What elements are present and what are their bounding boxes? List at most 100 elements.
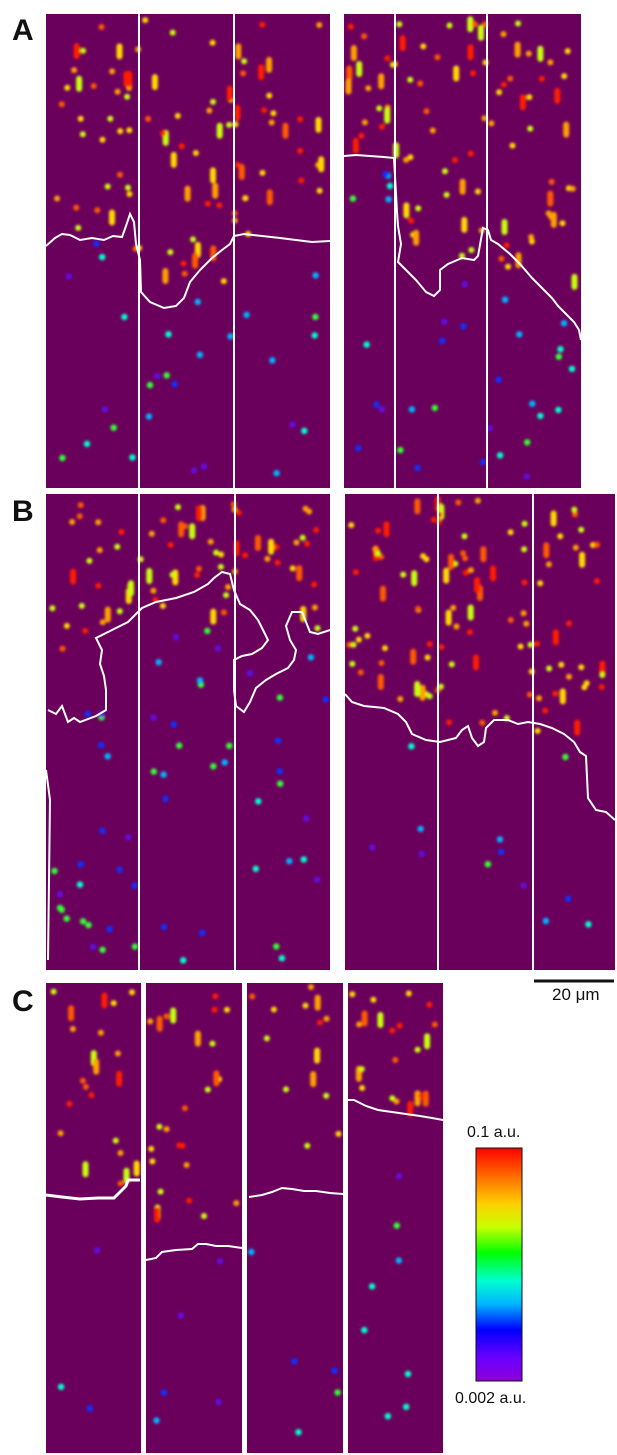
intensity-spot <box>212 182 219 199</box>
intensity-spot <box>167 249 174 256</box>
intensity-spot <box>471 21 478 28</box>
intensity-spot <box>411 570 418 587</box>
intensity-spot <box>557 346 564 353</box>
intensity-spot <box>128 580 134 597</box>
intensity-spot <box>488 120 495 127</box>
intensity-spot <box>301 427 308 434</box>
intensity-spot <box>295 1429 302 1436</box>
intensity-spot <box>106 925 113 933</box>
intensity-spot <box>126 191 133 197</box>
intensity-spot <box>348 522 355 529</box>
intensity-spot <box>424 654 431 661</box>
intensity-spot <box>418 850 425 858</box>
intensity-spot <box>503 242 510 249</box>
intensity-spot <box>99 946 106 953</box>
intensity-spot <box>180 957 187 964</box>
intensity-spot <box>145 413 153 420</box>
intensity-spot <box>57 1130 64 1137</box>
boundary-line <box>145 1243 243 1261</box>
colorbar <box>475 1147 523 1382</box>
intensity-spot <box>594 578 600 585</box>
boundary-line <box>346 1099 444 1121</box>
intensity-spot <box>93 240 100 247</box>
intensity-spot <box>146 568 153 584</box>
intensity-spot <box>418 1093 425 1099</box>
intensity-spot <box>252 865 259 872</box>
intensity-spot <box>116 866 123 873</box>
intensity-spot <box>365 85 372 92</box>
intensity-spot <box>552 690 559 697</box>
intensity-spot <box>559 688 566 705</box>
intensity-spot <box>162 795 169 803</box>
intensity-spot <box>129 989 135 996</box>
intensity-spot <box>397 696 404 702</box>
intensity-spot <box>356 61 363 77</box>
intensity-spot <box>526 94 533 101</box>
intensity-spot <box>186 1197 193 1204</box>
intensity-spot <box>160 1389 168 1396</box>
intensity-spot <box>176 742 183 749</box>
intensity-spot <box>114 543 121 550</box>
intensity-spot <box>346 65 353 82</box>
intensity-spot <box>426 641 433 648</box>
intensity-spot <box>404 1370 412 1378</box>
intensity-spot <box>375 527 382 534</box>
intensity-spot <box>209 1040 216 1047</box>
intensity-spot <box>117 1180 124 1187</box>
intensity-spot <box>382 645 388 652</box>
intensity-spot <box>160 517 167 524</box>
intensity-spot <box>452 157 458 163</box>
intensity-spot <box>500 81 507 88</box>
intensity-spot <box>172 634 180 641</box>
intensity-spot <box>423 556 430 563</box>
intensity-spot <box>403 202 410 219</box>
intensity-spot <box>216 1257 224 1265</box>
intensity-spot <box>414 681 421 697</box>
intensity-spot <box>525 50 532 57</box>
intensity-spot <box>361 1010 368 1027</box>
intensity-spot <box>255 798 262 805</box>
intensity-spot <box>400 571 407 578</box>
intensity-spot <box>559 220 566 227</box>
colorbar-max-label: 0.1 a.u. <box>467 1124 521 1141</box>
intensity-spot <box>392 1057 399 1063</box>
intensity-spot <box>585 921 592 928</box>
intensity-spot <box>307 654 315 661</box>
intensity-spot <box>85 921 92 929</box>
intensity-spot <box>446 22 453 29</box>
intensity-spot <box>470 70 476 77</box>
intensity-spot <box>363 341 370 348</box>
intensity-spot <box>308 984 314 990</box>
intensity-spot <box>345 78 352 95</box>
intensity-spot <box>170 151 177 168</box>
intensity-spot <box>479 719 486 726</box>
intensity-spot <box>89 943 97 951</box>
intensity-spot <box>555 406 562 414</box>
intensity-spot <box>369 844 376 851</box>
intensity-spot <box>542 707 549 714</box>
intensity-spot <box>378 660 385 666</box>
intensity-spot <box>359 1085 366 1091</box>
intensity-spot <box>445 609 452 626</box>
intensity-spot <box>396 1022 403 1029</box>
intensity-spot <box>181 270 188 277</box>
intensity-spot <box>467 604 474 621</box>
intensity-spot <box>593 541 600 548</box>
intensity-spot <box>368 1283 376 1290</box>
intensity-spot <box>213 1070 220 1087</box>
intensity-spot <box>218 551 225 558</box>
intensity-spot <box>316 22 323 28</box>
intensity-spot <box>206 107 213 114</box>
intensity-spot <box>79 1077 86 1084</box>
intensity-spot <box>495 376 502 383</box>
intensity-spot <box>289 565 296 572</box>
intensity-spot <box>169 571 176 578</box>
intensity-spot <box>118 529 125 535</box>
intensity-spot <box>104 183 111 190</box>
intensity-spot <box>150 714 157 721</box>
intensity-spot <box>547 59 554 66</box>
intensity-spot <box>210 608 217 625</box>
intensity-spot <box>407 1100 414 1117</box>
intensity-spot <box>121 313 128 321</box>
intensity-spot <box>408 217 415 224</box>
